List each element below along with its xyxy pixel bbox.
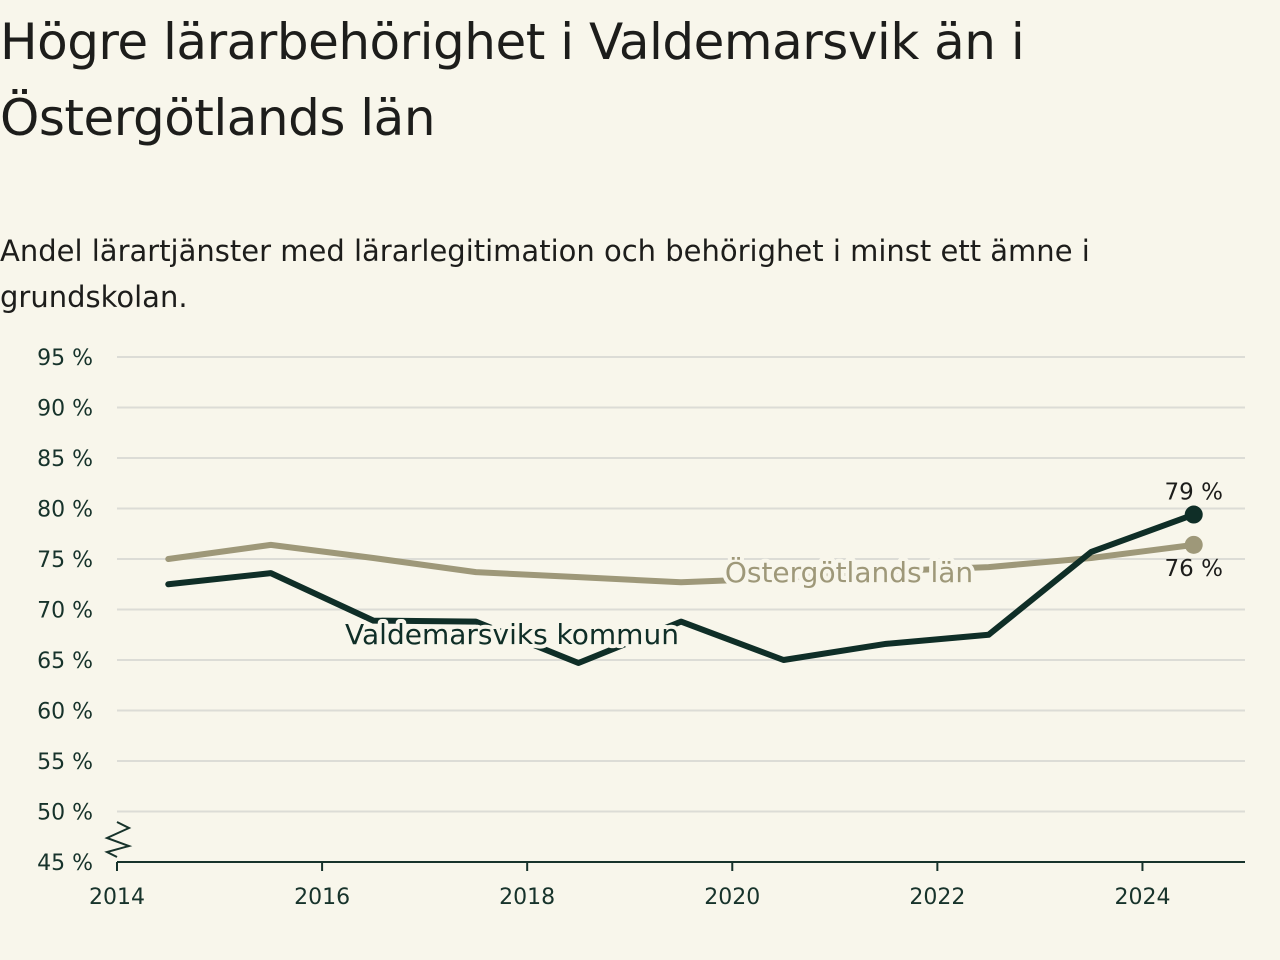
series-label-ostergotlands-lan: Östergötlands län (725, 555, 973, 589)
series-labels: 79 % 76 % Östergötlands län Valdemarsviks k… (341, 480, 1223, 655)
chart-subtitle: Andel lärartjänster med lärarlegitimatio… (0, 234, 1090, 314)
end-label-ostergotlands-lan: 76 % (1165, 556, 1223, 582)
chart-title: Högre lärarbehörighet i Valdemarsvik än … (0, 13, 1025, 147)
x-axis-ticks: 2014 2016 2018 2020 2022 2024 (89, 862, 1170, 910)
x-tick-label: 2018 (499, 885, 555, 910)
x-tick-label: 2022 (909, 885, 965, 910)
endpoint-ostergotlands-lan (1184, 535, 1203, 554)
x-tick-label: 2014 (89, 885, 145, 910)
y-tick-label: 85 % (37, 447, 93, 472)
gridlines (117, 356, 1245, 813)
y-tick-label: 75 % (37, 548, 93, 573)
y-tick-label: 80 % (37, 498, 93, 523)
x-tick-label: 2016 (294, 885, 350, 910)
y-tick-label: 45 % (37, 851, 93, 876)
series-lines (165, 505, 1203, 667)
axis-break-icon (104, 821, 133, 858)
y-tick-label: 55 % (37, 750, 93, 775)
series-line-ostergotlands-lan (165, 541, 1197, 586)
end-label-valdemarsviks-kommun: 79 % (1165, 480, 1223, 506)
series-line-valdemarsviks-kommun (165, 511, 1197, 667)
x-axis (104, 821, 1245, 863)
endpoint-valdemarsviks-kommun (1184, 505, 1203, 524)
y-tick-label: 90 % (37, 397, 93, 422)
y-axis-ticks: 45 % 50 % 55 % 60 % 65 % 70 % 75 % 80 % 85 % 90 %… (37, 346, 93, 876)
y-tick-label: 60 % (37, 700, 93, 725)
x-tick-label: 2024 (1114, 885, 1170, 910)
y-tick-label: 70 % (37, 599, 93, 624)
x-tick-label: 2020 (704, 885, 760, 910)
y-tick-label: 95 % (37, 346, 93, 371)
series-label-valdemarsviks-kommun: Valdemarsviks kommun (345, 618, 679, 651)
y-tick-label: 50 % (37, 801, 93, 826)
y-tick-label: 65 % (37, 649, 93, 674)
